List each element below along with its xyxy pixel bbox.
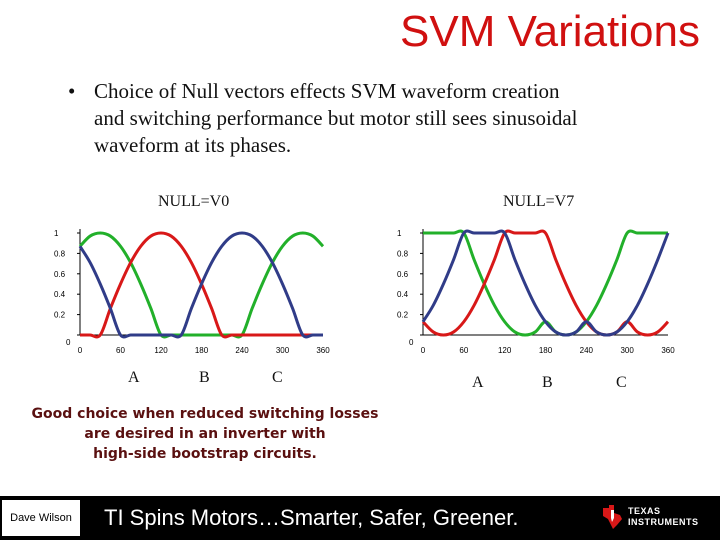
phase-label-c-right: C	[616, 374, 627, 391]
slide-title: SVM Variations	[400, 7, 700, 56]
author-name: Dave Wilson	[2, 500, 80, 536]
x-tick-label: 120	[498, 346, 512, 355]
phase-label-c-left: C	[272, 369, 283, 386]
y-tick-label: 0	[66, 338, 71, 347]
x-tick-label: 180	[195, 346, 209, 355]
footer-tagline: TI Spins Motors…Smarter, Safer, Greener.	[104, 505, 519, 530]
logo-line-2: INSTRUMENTS	[628, 517, 699, 527]
bullet-symbol: •	[68, 79, 76, 103]
ti-logo: TEXAS INSTRUMENTS	[600, 504, 716, 532]
bullet-line-2: and switching performance but motor stil…	[94, 106, 578, 130]
chart-title-null-v7: NULL=V7	[503, 193, 575, 210]
phase-label-a-left: A	[128, 369, 140, 386]
chart-title-null-v0: NULL=V0	[158, 193, 230, 210]
texas-state-icon	[603, 505, 622, 529]
note-line-2: are desired in an inverter with	[84, 426, 326, 442]
x-tick-label: 360	[661, 346, 675, 355]
y-tick-label: 0.6	[54, 270, 66, 279]
x-tick-label: 60	[116, 346, 125, 355]
y-tick-label: 1	[397, 229, 402, 238]
x-tick-label: 240	[235, 346, 249, 355]
y-tick-label: 0.4	[54, 290, 66, 299]
y-tick-label: 0.6	[397, 270, 409, 279]
note-line-3: high-side bootstrap circuits.	[93, 446, 317, 462]
y-tick-label: 0.2	[397, 311, 409, 320]
x-tick-label: 180	[539, 346, 553, 355]
x-tick-label: 60	[459, 346, 468, 355]
y-tick-label: 1	[54, 229, 59, 238]
x-tick-label: 300	[620, 346, 634, 355]
phase-label-b-left: B	[199, 369, 210, 386]
series-line-phase-a	[78, 231, 325, 339]
phase-label-a-right: A	[472, 374, 484, 391]
chart-null-v0: 0 0.2 0.4 0.6 0.8 1 0 60 120 180 240 300 360	[54, 229, 330, 355]
y-tick-label: 0.8	[397, 249, 409, 258]
x-tick-label: 240	[580, 346, 594, 355]
x-tick-label: 0	[78, 346, 83, 355]
x-tick-label: 300	[276, 346, 290, 355]
series-line-phase-c	[78, 231, 323, 339]
phase-label-b-right: B	[542, 374, 553, 391]
bullet-line-1: Choice of Null vectors effects SVM wavef…	[94, 79, 560, 103]
logo-line-1: TEXAS	[628, 506, 661, 516]
x-tick-label: 120	[154, 346, 168, 355]
y-tick-label: 0.2	[54, 311, 66, 320]
bullet-point: • Choice of Null vectors effects SVM wav…	[68, 78, 668, 159]
chart-null-v7: 0 0.2 0.4 0.6 0.8 1 0 60 120 180 240 300 360	[397, 229, 675, 355]
series-line-phase-c	[421, 229, 670, 337]
note-text: Good choice when reduced switching losse…	[20, 404, 390, 464]
note-line-1: Good choice when reduced switching losse…	[31, 406, 379, 422]
x-tick-label: 0	[421, 346, 426, 355]
x-tick-label: 360	[316, 346, 330, 355]
y-tick-label: 0	[409, 338, 414, 347]
y-tick-label: 0.8	[54, 249, 66, 258]
bullet-line-3: waveform at its phases.	[94, 133, 292, 157]
footer-bar: Dave Wilson TI Spins Motors…Smarter, Saf…	[0, 496, 720, 540]
y-tick-label: 0.4	[397, 290, 409, 299]
